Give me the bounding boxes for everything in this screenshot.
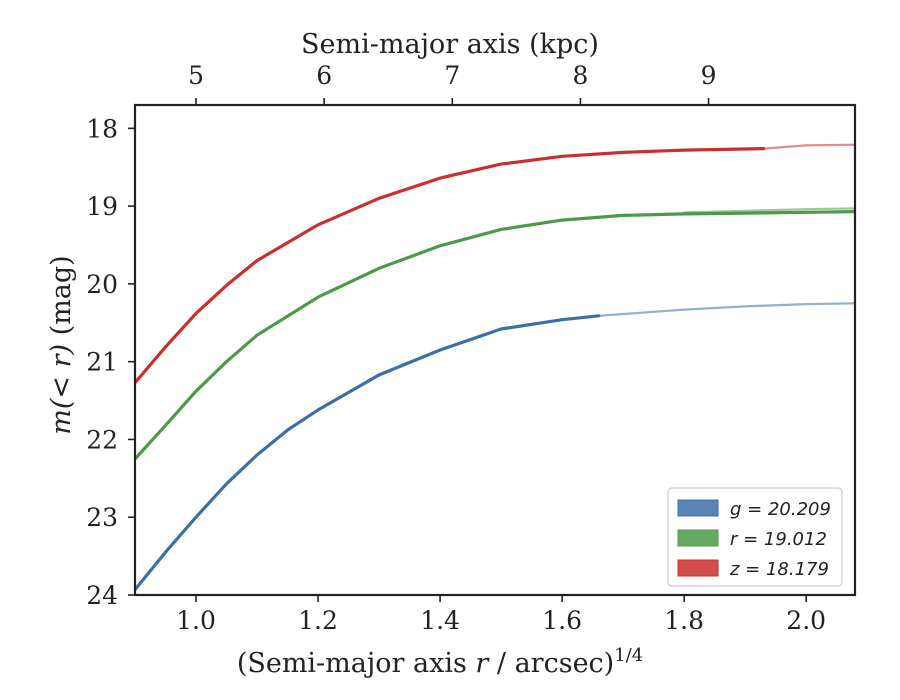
legend: g = 20.209 r = 19.012 z = 18.179 (667, 487, 843, 587)
top-x-tick-label: 5 (188, 61, 204, 90)
series-z-line (135, 147, 766, 385)
top-x-axis-label: Semi-major axis (kpc) (301, 29, 599, 60)
series-g-line (135, 314, 601, 592)
legend-label-g: g = 20.209 (730, 499, 831, 520)
series-z-extension-line (762, 143, 855, 150)
y-tick-label: 24 (86, 581, 118, 610)
series-r-line (135, 210, 855, 461)
series-g-extension-line (597, 302, 855, 317)
legend-label-r: r = 19.012 (730, 529, 827, 550)
legend-swatch-g (677, 499, 719, 517)
x-axis-label: (Semi-major axis r / arcsec)1/4 (237, 645, 643, 679)
legend-swatch-z (677, 559, 719, 577)
axes: 1.0 1.2 1.4 1.6 1.8 2.0 5 6 7 8 9 18 19 20 21 22 23 24 Sem… (46, 29, 857, 679)
x-tick-label: 1.4 (420, 606, 460, 635)
y-tick-label: 20 (86, 270, 118, 299)
top-x-tick-label: 6 (316, 61, 332, 90)
y-tick-label: 22 (86, 425, 118, 454)
top-x-tick-label: 8 (572, 61, 588, 90)
legend-swatch-r (677, 529, 719, 547)
y-tick-label: 23 (86, 503, 118, 532)
x-tick-label: 1.6 (542, 606, 582, 635)
y-tick-label: 21 (86, 348, 118, 377)
y-tick-label: 19 (86, 192, 118, 221)
legend-label-z: z = 18.179 (729, 559, 829, 580)
x-tick-label: 1.2 (298, 606, 338, 635)
x-tick-label: 1.0 (176, 606, 216, 635)
plot-frame (133, 103, 857, 597)
top-x-tick-label: 7 (444, 61, 460, 90)
y-axis-label: m(< r) (mag) (46, 255, 77, 434)
y-tick-label: 18 (86, 114, 118, 143)
series-r-extension-line (683, 207, 855, 214)
top-x-tick-label: 9 (701, 61, 717, 90)
plot-lines (135, 143, 855, 592)
x-tick-label: 1.8 (664, 606, 704, 635)
x-tick-label: 2.0 (786, 606, 826, 635)
